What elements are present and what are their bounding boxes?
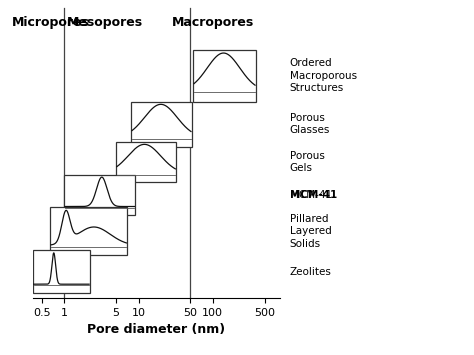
Text: Mesopores: Mesopores	[67, 16, 143, 28]
Text: Macropores: Macropores	[172, 16, 254, 28]
Text: Porous
Glasses: Porous Glasses	[290, 113, 330, 136]
Text: Ordered
Macroporous
Structures: Ordered Macroporous Structures	[290, 58, 356, 93]
Bar	[193, 50, 255, 102]
Bar	[64, 175, 135, 215]
Bar	[116, 142, 176, 182]
Text: Porous
Gels: Porous Gels	[290, 151, 324, 173]
Text: Micropores: Micropores	[11, 16, 90, 28]
Text: Zeolites: Zeolites	[290, 267, 331, 277]
Bar	[50, 207, 127, 255]
X-axis label: Pore diameter (nm): Pore diameter (nm)	[87, 323, 226, 337]
Bar	[131, 102, 191, 147]
Text: MCM-41: MCM-41	[290, 190, 332, 200]
Bar	[33, 250, 90, 293]
Text: Pillared
Layered
Solids: Pillared Layered Solids	[290, 214, 331, 249]
Text: MCM-41: MCM-41	[290, 190, 337, 200]
